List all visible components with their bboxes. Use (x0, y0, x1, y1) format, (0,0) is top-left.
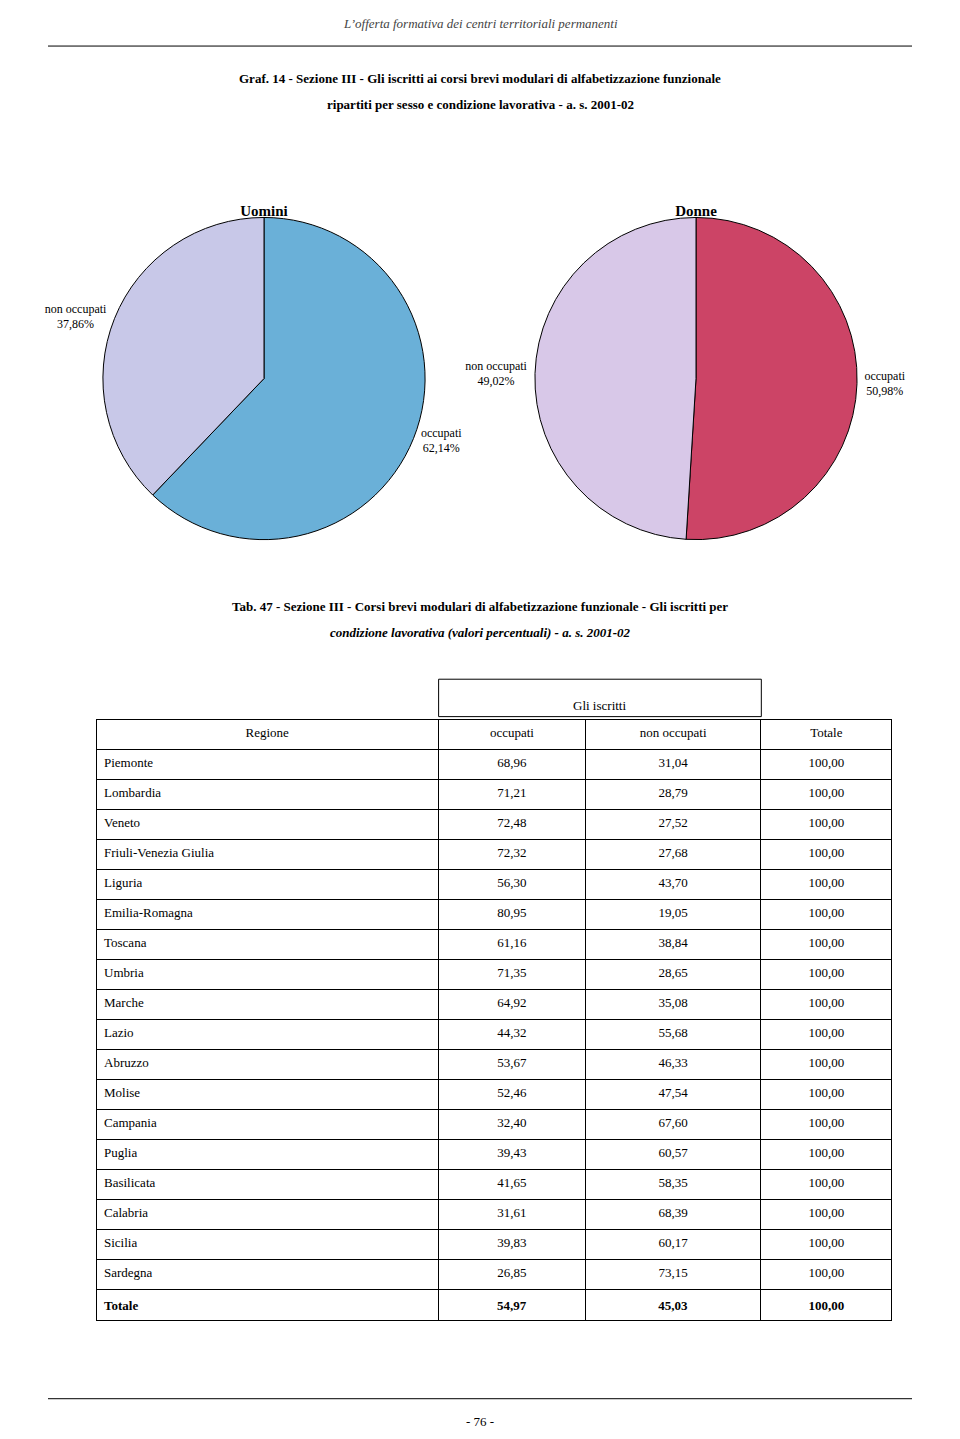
svg-text:Basilicata: Basilicata (104, 1175, 155, 1190)
svg-text:61,16: 61,16 (497, 935, 527, 950)
svg-text:Calabria: Calabria (104, 1205, 148, 1220)
svg-text:non occupati49,02%: non occupati49,02% (465, 359, 527, 389)
svg-text:100,00: 100,00 (808, 1055, 844, 1070)
svg-text:Puglia: Puglia (104, 1145, 137, 1160)
svg-text:100,00: 100,00 (808, 1235, 844, 1250)
svg-text:44,32: 44,32 (497, 1025, 526, 1040)
svg-text:non occupati: non occupati (640, 725, 707, 740)
svg-text:27,68: 27,68 (658, 845, 687, 860)
svg-text:55,68: 55,68 (658, 1025, 687, 1040)
svg-text:Totale: Totale (810, 725, 843, 740)
svg-text:64,92: 64,92 (497, 995, 526, 1010)
svg-text:Lazio: Lazio (104, 1025, 134, 1040)
svg-text:100,00: 100,00 (808, 1298, 844, 1313)
svg-text:56,30: 56,30 (497, 875, 526, 890)
svg-text:non occupati37,86%: non occupati37,86% (45, 302, 107, 332)
svg-text:73,15: 73,15 (658, 1265, 687, 1280)
svg-text:occupati50,98%: occupati50,98% (864, 369, 905, 399)
svg-text:Umbria: Umbria (104, 965, 144, 980)
svg-text:54,97: 54,97 (497, 1298, 527, 1313)
svg-text:46,33: 46,33 (658, 1055, 687, 1070)
svg-text:38,84: 38,84 (658, 935, 688, 950)
svg-text:53,67: 53,67 (497, 1055, 527, 1070)
svg-text:32,40: 32,40 (497, 1115, 526, 1130)
svg-text:27,52: 27,52 (658, 815, 687, 830)
svg-text:Liguria: Liguria (104, 875, 142, 890)
svg-text:100,00: 100,00 (808, 1145, 844, 1160)
svg-text:- 76 -: - 76 - (466, 1414, 494, 1429)
svg-text:100,00: 100,00 (808, 1115, 844, 1130)
svg-text:80,95: 80,95 (497, 905, 526, 920)
svg-text:19,05: 19,05 (658, 905, 687, 920)
svg-text:47,54: 47,54 (658, 1085, 688, 1100)
svg-text:58,35: 58,35 (658, 1175, 687, 1190)
svg-text:100,00: 100,00 (808, 1085, 844, 1100)
svg-text:28,79: 28,79 (658, 785, 687, 800)
svg-text:Piemonte: Piemonte (104, 755, 153, 770)
svg-text:68,96: 68,96 (497, 755, 527, 770)
svg-text:Toscana: Toscana (104, 935, 147, 950)
svg-text:Tab. 47 - Sezione III - Corsi: Tab. 47 - Sezione III - Corsi brevi modu… (232, 599, 728, 614)
svg-text:Regione: Regione (245, 725, 289, 740)
svg-text:Totale: Totale (104, 1298, 138, 1313)
svg-text:100,00: 100,00 (808, 1025, 844, 1040)
svg-text:Uomini: Uomini (240, 203, 288, 219)
svg-text:100,00: 100,00 (808, 785, 844, 800)
svg-text:31,61: 31,61 (497, 1205, 526, 1220)
svg-text:41,65: 41,65 (497, 1175, 526, 1190)
svg-text:71,21: 71,21 (497, 785, 526, 800)
svg-text:Gli iscritti: Gli iscritti (573, 698, 626, 713)
svg-text:100,00: 100,00 (808, 905, 844, 920)
svg-text:Donne: Donne (675, 203, 717, 219)
svg-text:Friuli-Venezia Giulia: Friuli-Venezia Giulia (104, 845, 214, 860)
svg-text:35,08: 35,08 (658, 995, 687, 1010)
svg-text:occupati: occupati (490, 725, 534, 740)
svg-text:Campania: Campania (104, 1115, 157, 1130)
svg-text:100,00: 100,00 (808, 1265, 844, 1280)
svg-text:31,04: 31,04 (658, 755, 688, 770)
svg-text:60,17: 60,17 (658, 1235, 688, 1250)
svg-text:100,00: 100,00 (808, 1205, 844, 1220)
svg-text:Graf. 14 - Sezione III - Gli i: Graf. 14 - Sezione III - Gli iscritti ai… (239, 71, 721, 86)
svg-text:100,00: 100,00 (808, 965, 844, 980)
svg-text:39,83: 39,83 (497, 1235, 526, 1250)
svg-text:Molise: Molise (104, 1085, 140, 1100)
svg-text:100,00: 100,00 (808, 935, 844, 950)
svg-text:39,43: 39,43 (497, 1145, 526, 1160)
svg-text:Emilia-Romagna: Emilia-Romagna (104, 905, 193, 920)
svg-text:condizione lavorativa (valori: condizione lavorativa (valori percentual… (330, 625, 631, 640)
svg-text:ripartiti per sesso e condizio: ripartiti per sesso e condizione lavorat… (327, 97, 634, 112)
svg-text:72,32: 72,32 (497, 845, 526, 860)
svg-text:72,48: 72,48 (497, 815, 526, 830)
svg-text:45,03: 45,03 (658, 1298, 688, 1313)
svg-text:Abruzzo: Abruzzo (104, 1055, 149, 1070)
svg-text:occupati62,14%: occupati62,14% (421, 426, 462, 456)
svg-text:Lombardia: Lombardia (104, 785, 161, 800)
svg-text:28,65: 28,65 (658, 965, 687, 980)
svg-text:100,00: 100,00 (808, 995, 844, 1010)
svg-text:100,00: 100,00 (808, 755, 844, 770)
svg-text:Sicilia: Sicilia (104, 1235, 137, 1250)
svg-text:100,00: 100,00 (808, 815, 844, 830)
svg-text:68,39: 68,39 (658, 1205, 687, 1220)
svg-text:100,00: 100,00 (808, 1175, 844, 1190)
svg-text:52,46: 52,46 (497, 1085, 527, 1100)
svg-text:43,70: 43,70 (658, 875, 687, 890)
svg-text:67,60: 67,60 (658, 1115, 687, 1130)
svg-text:Sardegna: Sardegna (104, 1265, 153, 1280)
svg-text:Veneto: Veneto (104, 815, 140, 830)
svg-text:71,35: 71,35 (497, 965, 526, 980)
svg-text:60,57: 60,57 (658, 1145, 688, 1160)
svg-text:L’offerta formativa dei centri: L’offerta formativa dei centri territori… (343, 16, 618, 31)
svg-text:100,00: 100,00 (808, 845, 844, 860)
svg-text:Marche: Marche (104, 995, 144, 1010)
svg-text:26,85: 26,85 (497, 1265, 526, 1280)
svg-text:100,00: 100,00 (808, 875, 844, 890)
